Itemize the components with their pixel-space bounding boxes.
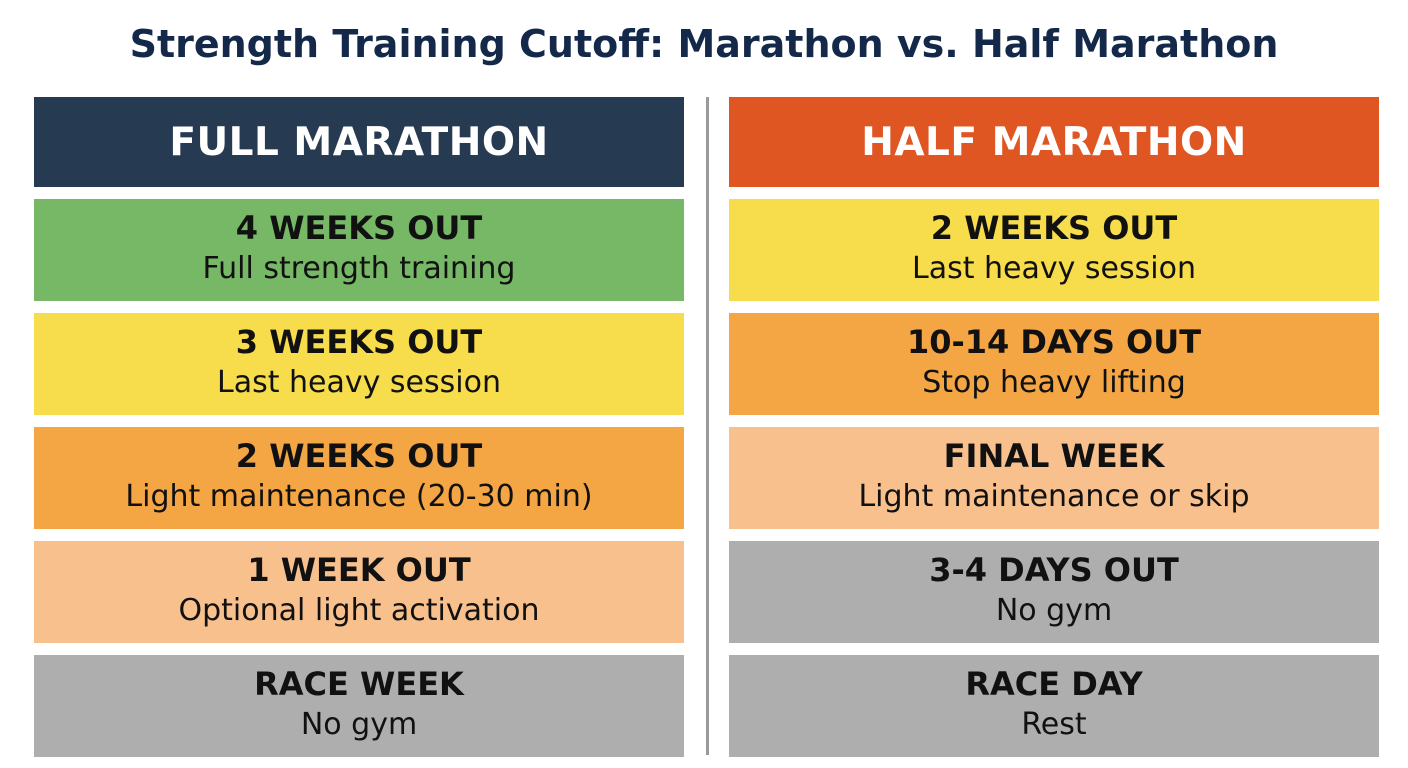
page-title: Strength Training Cutoff: Marathon vs. H… [129, 22, 1279, 66]
stage-label: 3 WEEKS OUT [235, 323, 483, 361]
stage-label: 4 WEEKS OUT [235, 209, 483, 247]
half-stage-10-14-days: 10-14 DAYS OUT Stop heavy lifting [729, 313, 1379, 415]
half-stage-3-4-days: 3-4 DAYS OUT No gym [729, 541, 1379, 643]
half-stage-2-weeks: 2 WEEKS OUT Last heavy session [729, 199, 1379, 301]
full-stage-race-week: RACE WEEK No gym [34, 655, 684, 757]
half-stage-final-week: FINAL WEEK Light maintenance or skip [729, 427, 1379, 529]
stage-label: FINAL WEEK [943, 437, 1165, 475]
stage-description: Full strength training [202, 251, 516, 286]
half-marathon-column: HALF MARATHON 2 WEEKS OUT Last heavy ses… [729, 97, 1379, 757]
full-stage-4-weeks: 4 WEEKS OUT Full strength training [34, 199, 684, 301]
stage-label: 1 WEEK OUT [247, 551, 471, 589]
half-marathon-header: HALF MARATHON [729, 97, 1379, 187]
stage-description: Last heavy session [217, 365, 501, 400]
full-marathon-column: FULL MARATHON 4 WEEKS OUT Full strength … [34, 97, 684, 757]
full-stage-3-weeks: 3 WEEKS OUT Last heavy session [34, 313, 684, 415]
column-divider [706, 97, 709, 755]
half-stage-race-day: RACE DAY Rest [729, 655, 1379, 757]
stage-description: Light maintenance (20-30 min) [125, 479, 593, 514]
stage-label: 2 WEEKS OUT [235, 437, 483, 475]
stage-label: 3-4 DAYS OUT [929, 551, 1179, 589]
stage-description: Light maintenance or skip [858, 479, 1250, 514]
stage-description: Last heavy session [912, 251, 1196, 286]
stage-description: Rest [1021, 707, 1087, 742]
stage-label: RACE WEEK [254, 665, 464, 703]
stage-description: No gym [995, 593, 1113, 628]
stage-label: 2 WEEKS OUT [930, 209, 1178, 247]
full-marathon-header: FULL MARATHON [34, 97, 684, 187]
stage-label: 10-14 DAYS OUT [906, 323, 1202, 361]
full-stage-1-week: 1 WEEK OUT Optional light activation [34, 541, 684, 643]
full-stage-2-weeks: 2 WEEKS OUT Light maintenance (20-30 min… [34, 427, 684, 529]
stage-description: No gym [300, 707, 418, 742]
stage-description: Optional light activation [178, 593, 540, 628]
stage-label: RACE DAY [965, 665, 1143, 703]
stage-description: Stop heavy lifting [922, 365, 1186, 400]
